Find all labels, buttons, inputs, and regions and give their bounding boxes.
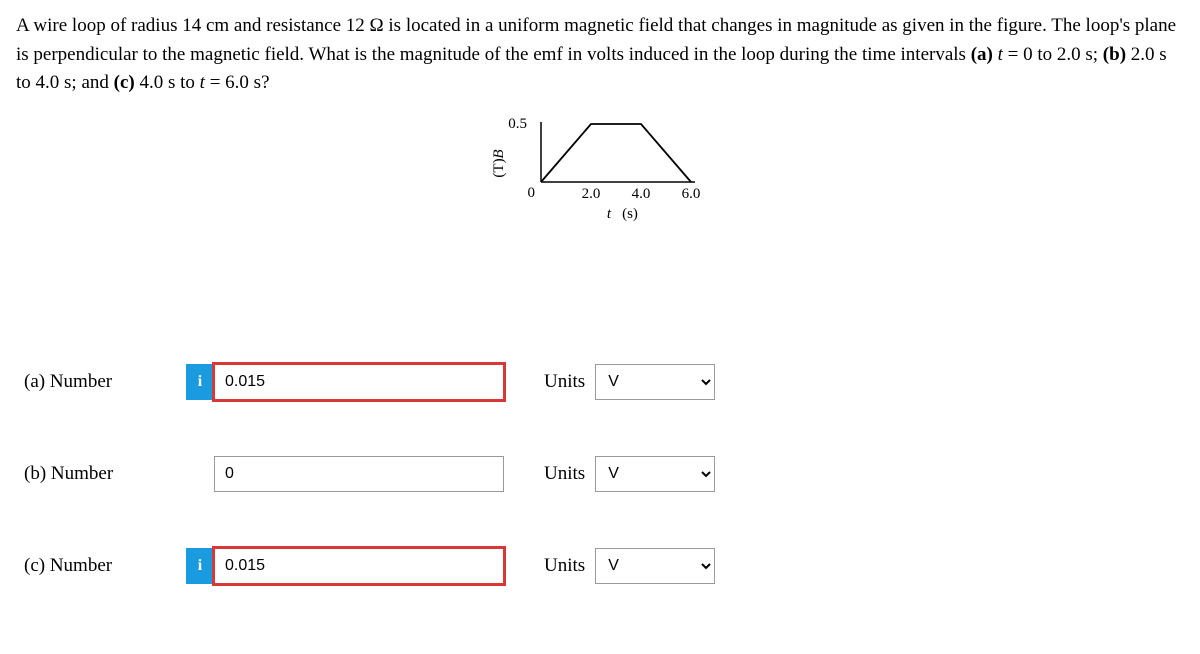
input-wrapper-c: i xyxy=(186,548,504,584)
number-input-a[interactable] xyxy=(214,364,504,400)
question-segment: = 6.0 s? xyxy=(210,72,270,93)
y-max-tick: 0.5 xyxy=(508,116,527,132)
y-axis-unit: (T) xyxy=(491,158,507,177)
units-select-a[interactable]: V xyxy=(595,364,715,400)
question-segment: A wire loop of radius 14 cm and resistan… xyxy=(16,15,1176,65)
number-input-b[interactable] xyxy=(214,456,504,492)
x-axis-label-unit: (s) xyxy=(622,206,638,222)
number-input-c[interactable] xyxy=(214,548,504,584)
input-wrapper-b xyxy=(186,456,504,492)
question-segment: 4.0 s to xyxy=(139,72,199,93)
data-line xyxy=(541,124,691,182)
part-c-label: (c) xyxy=(114,72,135,93)
units-label-b: Units xyxy=(544,463,585,485)
info-icon[interactable]: i xyxy=(186,548,214,584)
answer-row-c: (c) Number i Units V xyxy=(16,548,1184,584)
figure-container: B (T) 0.5 0 2.0 4.0 6.0 t (s) xyxy=(16,114,1184,224)
answer-row-a: (a) Number i Units V xyxy=(16,364,1184,400)
units-label-c: Units xyxy=(544,555,585,577)
answer-row-b: (b) Number Units V xyxy=(16,456,1184,492)
question-text: A wire loop of radius 14 cm and resistan… xyxy=(16,12,1184,98)
part-label-a: (a) Number xyxy=(16,371,186,393)
question-segment: = 0 to 2.0 s; xyxy=(1008,44,1103,65)
x-axis-label-var: t xyxy=(607,206,612,222)
info-icon[interactable]: i xyxy=(186,364,214,400)
units-label-a: Units xyxy=(544,371,585,393)
units-select-c[interactable]: V xyxy=(595,548,715,584)
badge-spacer xyxy=(186,456,214,492)
y-axis-label: B xyxy=(491,149,507,158)
part-a-label: (a) xyxy=(971,44,993,65)
part-b-label: (b) xyxy=(1103,44,1126,65)
part-label-b: (b) Number xyxy=(16,463,186,485)
x-tick-2: 6.0 xyxy=(682,186,701,202)
variable-t: t xyxy=(200,72,205,93)
part-label-c: (c) Number xyxy=(16,555,186,577)
variable-t: t xyxy=(998,44,1003,65)
input-wrapper-a: i xyxy=(186,364,504,400)
x-tick-0: 2.0 xyxy=(582,186,601,202)
origin-label: 0 xyxy=(528,185,536,201)
magnetic-field-chart: B (T) 0.5 0 2.0 4.0 6.0 t (s) xyxy=(485,114,715,224)
units-select-b[interactable]: V xyxy=(595,456,715,492)
x-tick-1: 4.0 xyxy=(632,186,651,202)
